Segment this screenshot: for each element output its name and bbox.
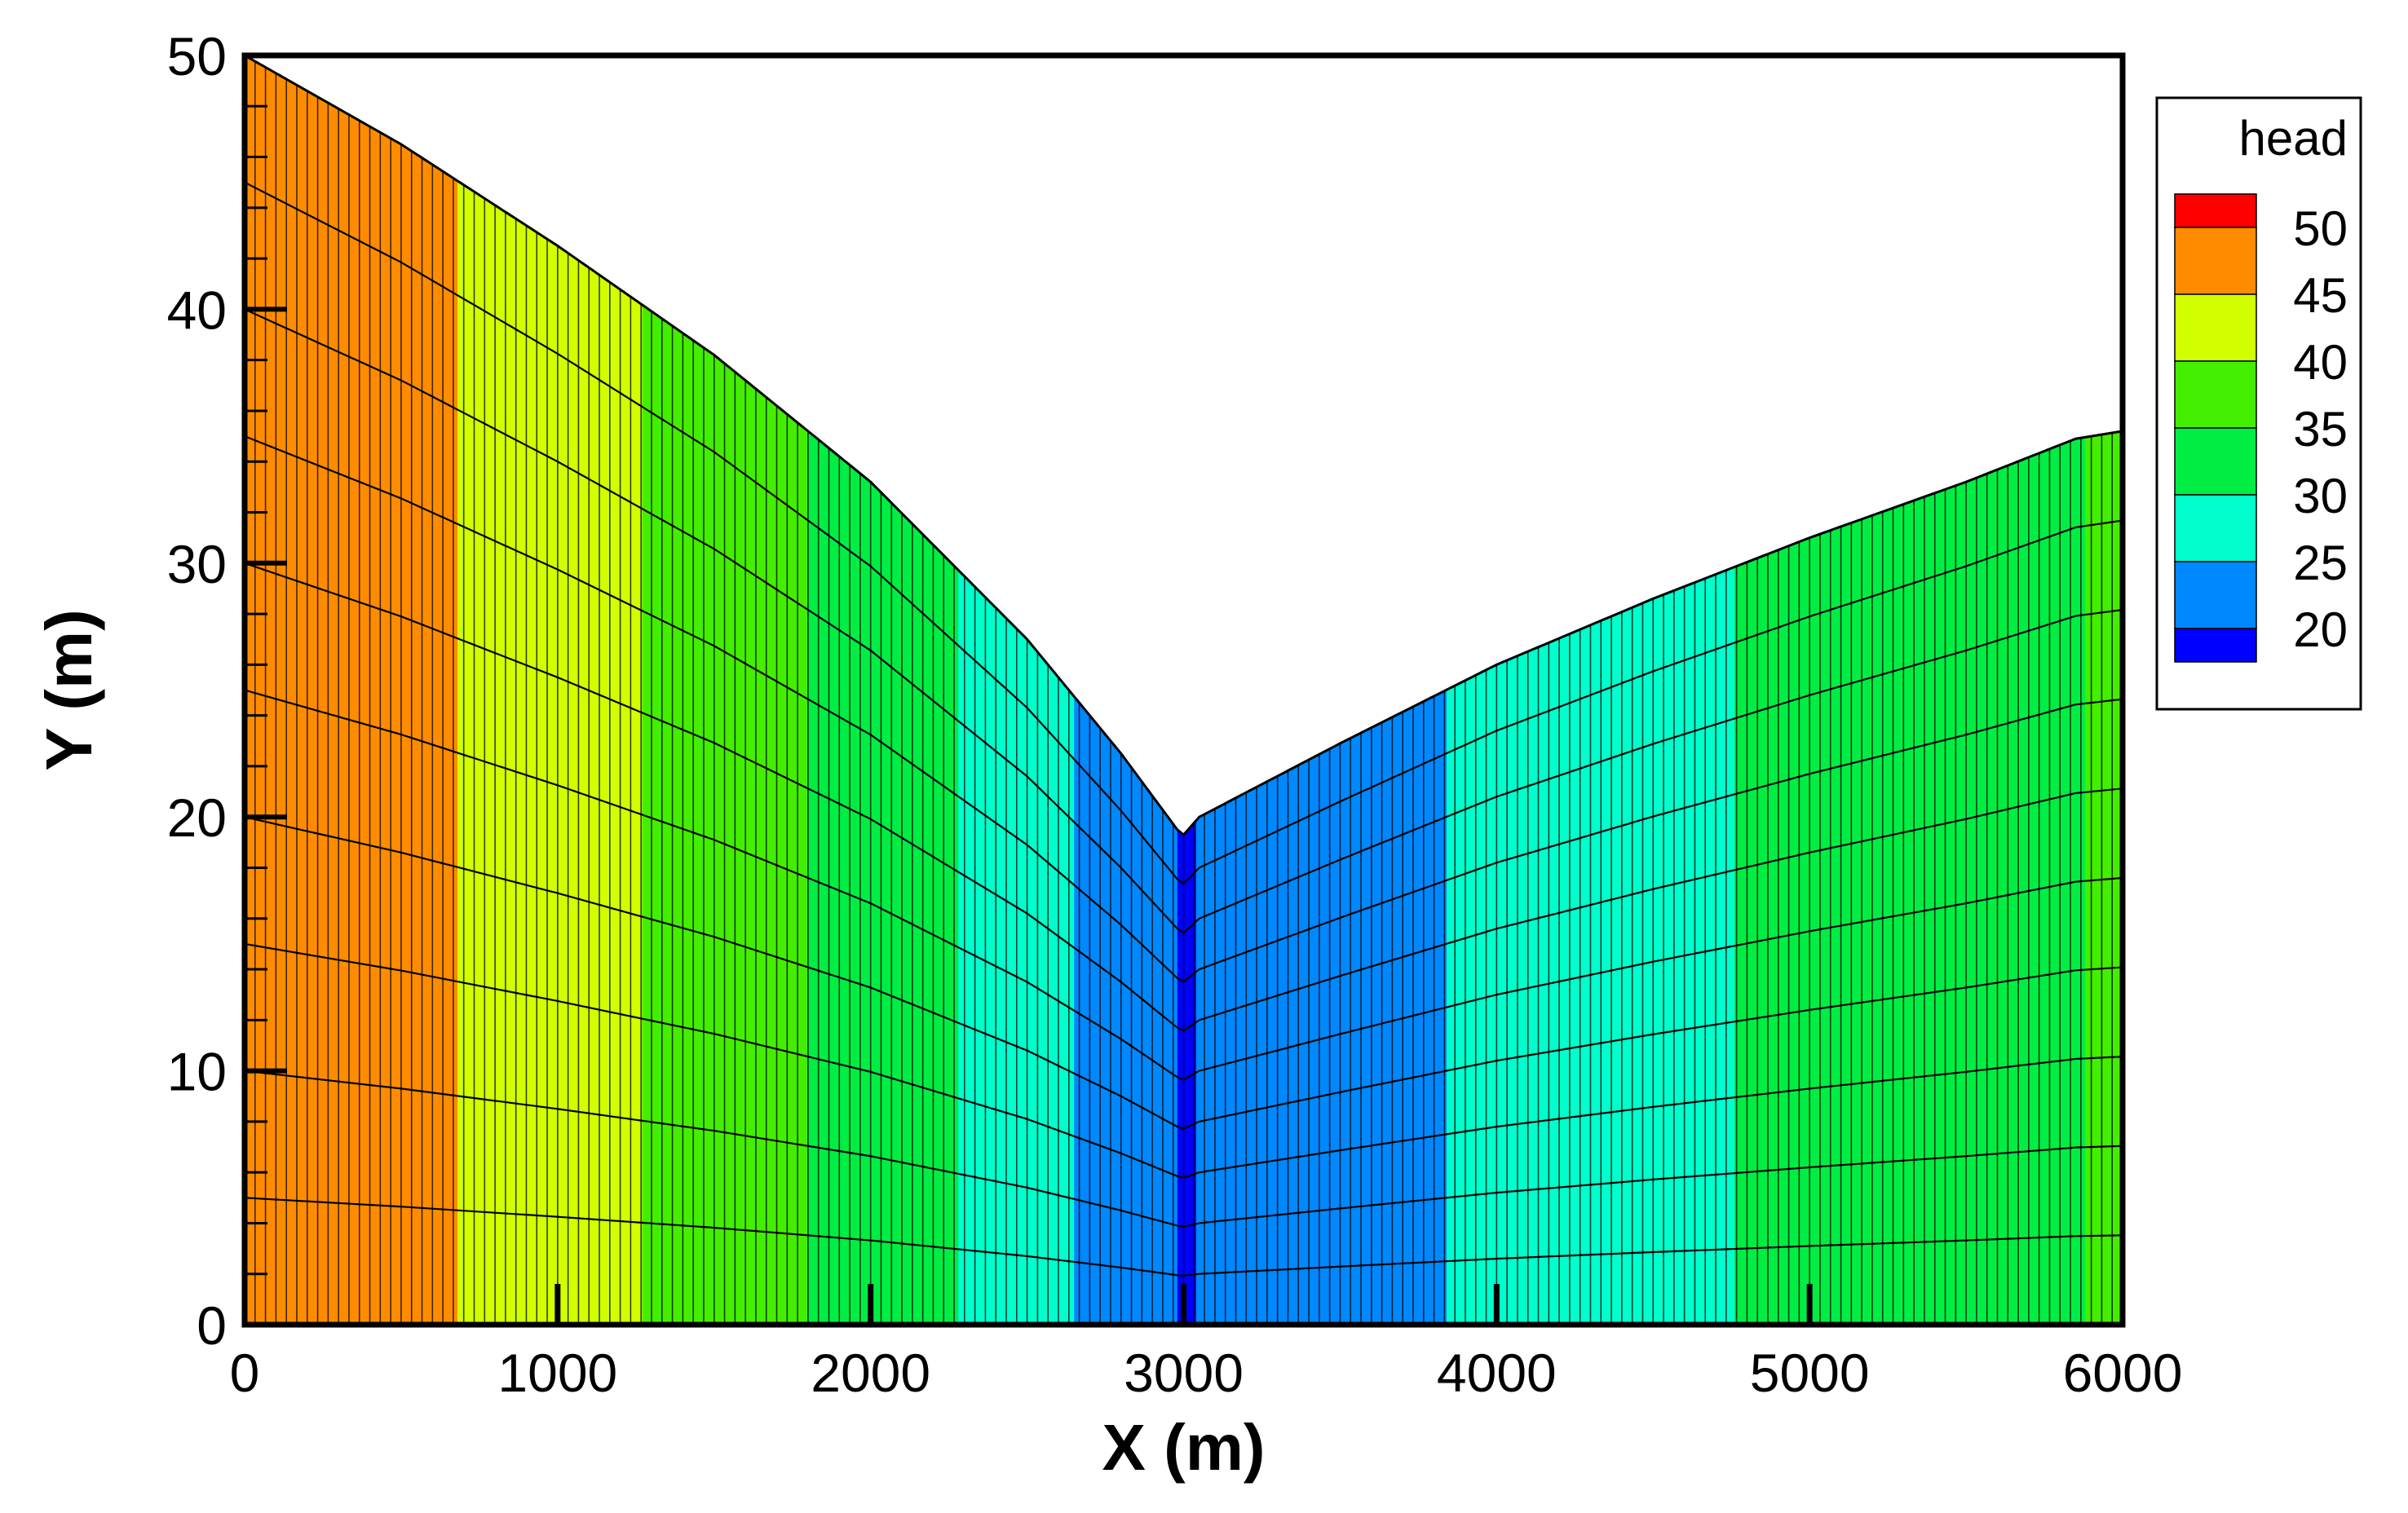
legend-label: 40 — [2293, 335, 2348, 390]
y-tick-label: 30 — [167, 534, 227, 594]
x-tick-label: 2000 — [811, 1343, 930, 1403]
legend: head 50 45 40 35 30 25 20 — [2155, 96, 2362, 711]
y-tick-label: 20 — [167, 787, 227, 848]
legend-label: 20 — [2293, 602, 2348, 657]
head-band-0 — [245, 55, 458, 1325]
mesh-layer-line — [245, 816, 2123, 1130]
x-tick-label: 3000 — [1124, 1343, 1244, 1403]
legend-swatch — [2174, 427, 2257, 496]
legend-label: 45 — [2293, 268, 2348, 323]
y-tick-label: 40 — [167, 280, 227, 340]
head-band-7 — [1195, 55, 1447, 1325]
legend-swatch — [2174, 561, 2257, 629]
x-tick-label: 4000 — [1437, 1343, 1557, 1403]
mesh-layer-line — [245, 1070, 2123, 1228]
mesh-layer-line — [245, 308, 2123, 934]
legend-swatch — [2174, 293, 2257, 362]
legend-swatch — [2174, 360, 2257, 429]
legend-swatch — [2174, 227, 2257, 295]
legend-label: 35 — [2293, 402, 2348, 457]
legend-label: 25 — [2293, 536, 2348, 590]
legend-swatch — [2174, 494, 2257, 562]
water-table-line — [244, 54, 2123, 837]
legend-swatch — [2174, 628, 2257, 663]
legend-label: 30 — [2293, 469, 2348, 523]
legend-swatch — [2174, 193, 2257, 228]
legend-label: 50 — [2293, 201, 2348, 256]
mesh-layer-line — [245, 435, 2123, 983]
mesh-layer-line — [245, 942, 2123, 1179]
x-tick-label: 0 — [230, 1343, 260, 1403]
mesh-layer-line — [245, 1197, 2123, 1277]
x-tick-label: 5000 — [1750, 1343, 1870, 1403]
head-band-9 — [1734, 55, 2086, 1325]
y-tick-label: 10 — [167, 1042, 227, 1102]
x-tick-label: 1000 — [497, 1343, 617, 1403]
mesh-layer-line — [245, 181, 2123, 885]
x-tick-label: 6000 — [2063, 1343, 2183, 1403]
x-axis-title: X (m) — [1102, 1411, 1266, 1484]
mesh-layer-line — [245, 562, 2123, 1032]
y-tick-label: 50 — [167, 26, 227, 86]
mesh-layer-line — [245, 689, 2123, 1081]
head-band-2 — [642, 55, 809, 1325]
legend-title: head — [2239, 111, 2348, 165]
head-band-3 — [807, 55, 959, 1325]
y-tick-label: 0 — [197, 1295, 227, 1356]
y-axis-title: Y (m) — [33, 609, 105, 771]
